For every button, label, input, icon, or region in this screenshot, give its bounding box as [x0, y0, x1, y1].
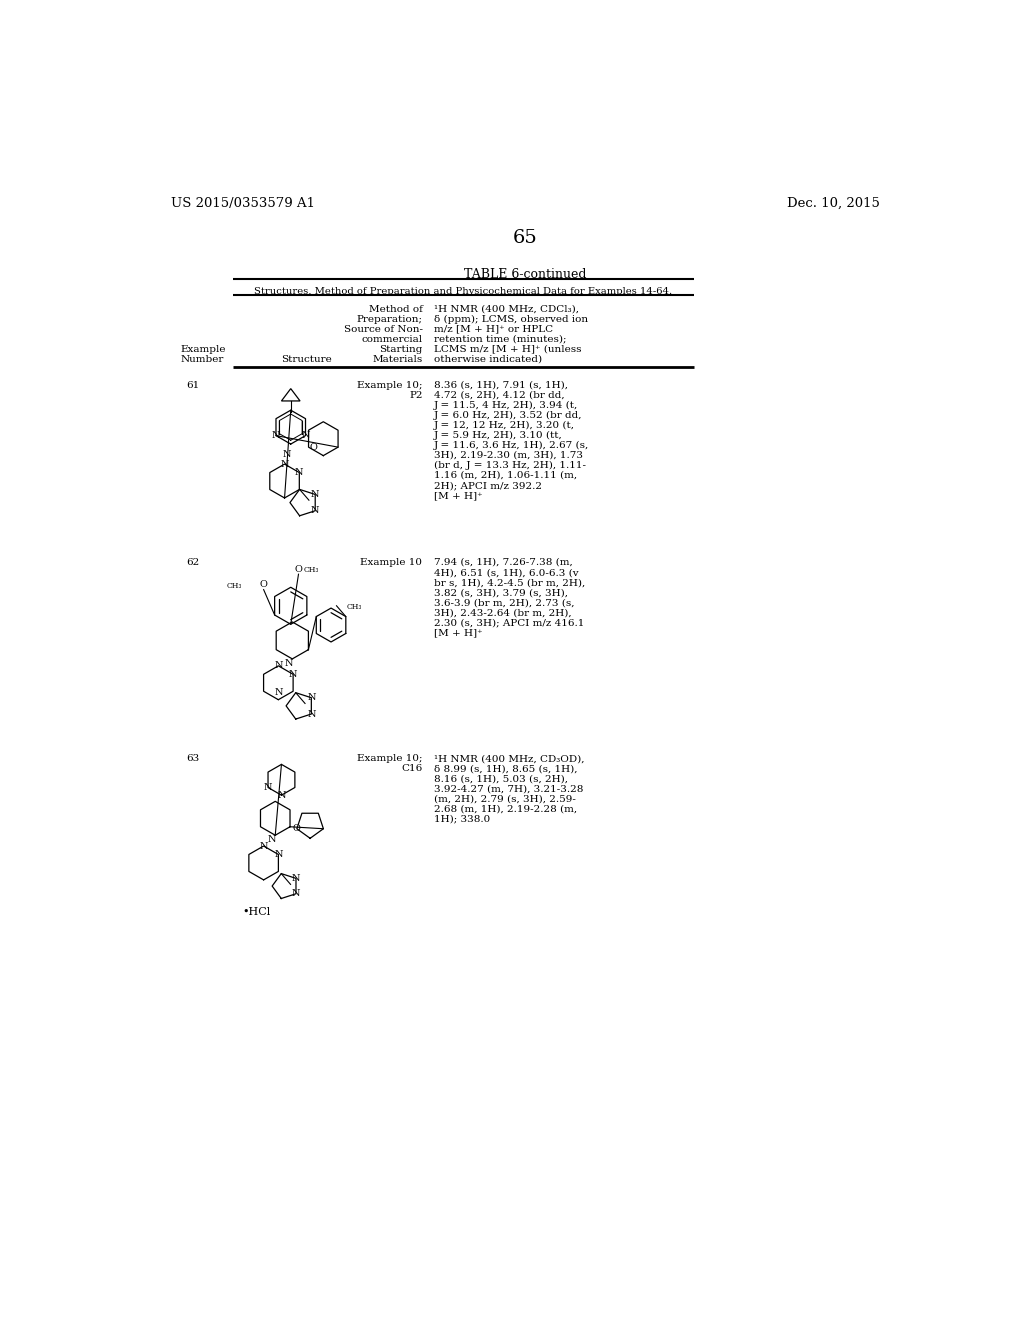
Text: 7.94 (s, 1H), 7.26-7.38 (m,: 7.94 (s, 1H), 7.26-7.38 (m, [434, 558, 572, 568]
Text: [M + H]⁺: [M + H]⁺ [434, 628, 482, 638]
Text: J = 6.0 Hz, 2H), 3.52 (br dd,: J = 6.0 Hz, 2H), 3.52 (br dd, [434, 411, 583, 420]
Text: ¹H NMR (400 MHz, CDCl₃),: ¹H NMR (400 MHz, CDCl₃), [434, 305, 580, 314]
Text: 2H); APCI m/z 392.2: 2H); APCI m/z 392.2 [434, 480, 542, 490]
Text: 63: 63 [186, 755, 200, 763]
Text: J = 11.6, 3.6 Hz, 1H), 2.67 (s,: J = 11.6, 3.6 Hz, 1H), 2.67 (s, [434, 441, 590, 450]
Text: 2.30 (s, 3H); APCI m/z 416.1: 2.30 (s, 3H); APCI m/z 416.1 [434, 618, 585, 627]
Text: •HCl: •HCl [242, 907, 270, 917]
Text: US 2015/0353579 A1: US 2015/0353579 A1 [171, 197, 314, 210]
Text: Example 10;: Example 10; [357, 381, 423, 389]
Text: CH₃: CH₃ [346, 603, 361, 611]
Text: N: N [281, 459, 289, 469]
Text: TABLE 6-continued: TABLE 6-continued [464, 268, 586, 281]
Text: 3.92-4.27 (m, 7H), 3.21-3.28: 3.92-4.27 (m, 7H), 3.21-3.28 [434, 784, 584, 793]
Text: 65: 65 [512, 230, 538, 247]
Text: otherwise indicated): otherwise indicated) [434, 355, 543, 364]
Text: Example 10: Example 10 [360, 558, 423, 568]
Text: J = 11.5, 4 Hz, 2H), 3.94 (t,: J = 11.5, 4 Hz, 2H), 3.94 (t, [434, 401, 579, 411]
Text: ¹H NMR (400 MHz, CD₃OD),: ¹H NMR (400 MHz, CD₃OD), [434, 755, 585, 763]
Text: retention time (minutes);: retention time (minutes); [434, 335, 566, 343]
Text: 4H), 6.51 (s, 1H), 6.0-6.3 (v: 4H), 6.51 (s, 1H), 6.0-6.3 (v [434, 568, 579, 577]
Text: Structure: Structure [281, 355, 332, 364]
Text: CH₃: CH₃ [226, 582, 242, 590]
Text: N: N [264, 783, 272, 792]
Text: N: N [289, 669, 297, 678]
Text: Example: Example [180, 345, 226, 354]
Text: N: N [259, 842, 268, 850]
Text: δ (ppm); LCMS, observed ion: δ (ppm); LCMS, observed ion [434, 314, 588, 323]
Text: O: O [309, 442, 317, 451]
Text: 4.72 (s, 2H), 4.12 (br dd,: 4.72 (s, 2H), 4.12 (br dd, [434, 391, 565, 400]
Text: CH₃: CH₃ [303, 566, 318, 574]
Text: 3H), 2.19-2.30 (m, 3H), 1.73: 3H), 2.19-2.30 (m, 3H), 1.73 [434, 451, 583, 459]
Text: N: N [311, 490, 319, 499]
Text: 61: 61 [186, 381, 200, 389]
Text: Starting: Starting [379, 345, 423, 354]
Text: 8.36 (s, 1H), 7.91 (s, 1H),: 8.36 (s, 1H), 7.91 (s, 1H), [434, 381, 568, 389]
Text: δ 8.99 (s, 1H), 8.65 (s, 1H),: δ 8.99 (s, 1H), 8.65 (s, 1H), [434, 764, 578, 774]
Text: [M + H]⁺: [M + H]⁺ [434, 491, 482, 500]
Text: 3.6-3.9 (br m, 2H), 2.73 (s,: 3.6-3.9 (br m, 2H), 2.73 (s, [434, 598, 574, 607]
Text: 2.68 (m, 1H), 2.19-2.28 (m,: 2.68 (m, 1H), 2.19-2.28 (m, [434, 804, 578, 813]
Text: N: N [274, 850, 283, 859]
Text: Method of: Method of [369, 305, 423, 314]
Text: N: N [278, 791, 286, 800]
Text: N: N [307, 693, 315, 702]
Text: N: N [292, 890, 300, 898]
Text: N: N [311, 507, 319, 515]
Text: commercial: commercial [361, 335, 423, 343]
Text: m/z [M + H]⁺ or HPLC: m/z [M + H]⁺ or HPLC [434, 325, 553, 334]
Text: O: O [260, 581, 267, 590]
Text: LCMS m/z [M + H]⁺ (unless: LCMS m/z [M + H]⁺ (unless [434, 345, 582, 354]
Text: N: N [301, 432, 310, 440]
Text: (br d, J = 13.3 Hz, 2H), 1.11-: (br d, J = 13.3 Hz, 2H), 1.11- [434, 461, 586, 470]
Text: br s, 1H), 4.2-4.5 (br m, 2H),: br s, 1H), 4.2-4.5 (br m, 2H), [434, 578, 586, 587]
Text: 8.16 (s, 1H), 5.03 (s, 2H),: 8.16 (s, 1H), 5.03 (s, 2H), [434, 775, 568, 783]
Text: Dec. 10, 2015: Dec. 10, 2015 [786, 197, 880, 210]
Text: N: N [271, 432, 281, 440]
Text: N: N [292, 874, 300, 883]
Text: N: N [274, 688, 283, 697]
Text: N: N [274, 661, 283, 671]
Text: Source of Non-: Source of Non- [343, 325, 423, 334]
Text: Example 10;: Example 10; [357, 755, 423, 763]
Text: N: N [295, 469, 303, 477]
Text: N: N [267, 836, 275, 845]
Text: Structures, Method of Preparation and Physicochemical Data for Examples 14-64.: Structures, Method of Preparation and Ph… [254, 286, 672, 296]
Text: J = 12, 12 Hz, 2H), 3.20 (t,: J = 12, 12 Hz, 2H), 3.20 (t, [434, 421, 575, 430]
Text: 62: 62 [186, 558, 200, 568]
Text: N: N [283, 450, 291, 458]
Text: Materials: Materials [373, 355, 423, 364]
Text: P2: P2 [409, 391, 423, 400]
Text: C16: C16 [401, 764, 423, 774]
Text: O: O [295, 565, 302, 574]
Text: Preparation;: Preparation; [356, 314, 423, 323]
Text: 1.16 (m, 2H), 1.06-1.11 (m,: 1.16 (m, 2H), 1.06-1.11 (m, [434, 471, 578, 480]
Text: N: N [307, 710, 315, 718]
Text: 1H); 338.0: 1H); 338.0 [434, 814, 490, 824]
Text: J = 5.9 Hz, 2H), 3.10 (tt,: J = 5.9 Hz, 2H), 3.10 (tt, [434, 430, 563, 440]
Text: Number: Number [180, 355, 224, 364]
Text: O: O [293, 824, 301, 833]
Text: (m, 2H), 2.79 (s, 3H), 2.59-: (m, 2H), 2.79 (s, 3H), 2.59- [434, 795, 575, 804]
Text: N: N [285, 659, 293, 668]
Text: 3.82 (s, 3H), 3.79 (s, 3H),: 3.82 (s, 3H), 3.79 (s, 3H), [434, 589, 568, 597]
Text: 3H), 2.43-2.64 (br m, 2H),: 3H), 2.43-2.64 (br m, 2H), [434, 609, 571, 616]
